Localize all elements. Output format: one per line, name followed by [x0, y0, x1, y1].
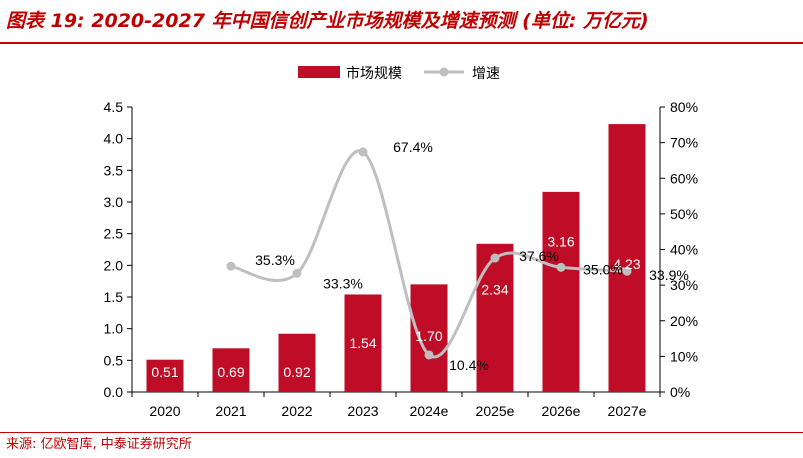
- bar-value-label: 0.92: [283, 364, 310, 380]
- bar: [410, 284, 448, 392]
- bar: [212, 348, 250, 392]
- x-tick-label: 2021: [215, 403, 246, 419]
- y-right-tick-label: 40%: [670, 242, 698, 258]
- bar-value-label: 3.16: [547, 233, 574, 249]
- y-left-tick-label: 4.5: [104, 99, 124, 115]
- line-series: [226, 147, 632, 360]
- y-right-tick-label: 80%: [670, 99, 698, 115]
- growth-value-label: 67.4%: [393, 139, 433, 155]
- growth-point: [226, 261, 236, 271]
- bar: [344, 294, 382, 392]
- bar-value-label: 1.54: [349, 335, 376, 351]
- growth-value-label: 35.3%: [255, 252, 295, 268]
- x-tick-label: 2023: [347, 403, 378, 419]
- x-tick-label: 2020: [149, 403, 180, 419]
- growth-line: [230, 149, 628, 359]
- y-left-tick-label: 3.5: [104, 162, 124, 178]
- growth-point: [292, 268, 302, 278]
- y-right-tick-label: 10%: [670, 348, 698, 364]
- growth-value-label: 35.0%: [583, 261, 623, 277]
- footer-divider: [0, 432, 803, 433]
- growth-value-label: 33.3%: [323, 275, 363, 291]
- bar: [608, 124, 646, 392]
- bar-value-label: 1.70: [415, 328, 442, 344]
- growth-value-label: 10.4%: [449, 357, 489, 373]
- data-labels: 0.51 0.69 0.92 1.54 1.70 2.34 3.16 4.23 35.3% 33.…: [151, 139, 688, 380]
- bar-series: [146, 124, 646, 392]
- legend-line-marker: [439, 67, 449, 77]
- growth-value-label: 33.9%: [649, 267, 689, 283]
- growth-point: [556, 262, 566, 272]
- y-left-tick-label: 1.0: [104, 321, 124, 337]
- growth-point: [358, 147, 368, 157]
- legend: 市场规模 增速: [298, 65, 500, 81]
- x-tick-label: 2026e: [542, 403, 581, 419]
- bar-value-label: 2.34: [481, 281, 508, 297]
- legend-line-label: 增速: [472, 65, 500, 81]
- x-tick-label: 2027e: [608, 403, 647, 419]
- legend-bar-swatch: [298, 66, 340, 78]
- chart-title: 图表 19: 2020-2027 年中国信创产业市场规模及增速预测 (单位: 万…: [6, 10, 649, 32]
- x-tick-label: 2024e: [410, 403, 449, 419]
- y-left-tick-label: 4.0: [104, 131, 124, 147]
- x-tick-label: 2022: [281, 403, 312, 419]
- bar: [542, 191, 580, 392]
- growth-value-label: 37.6%: [519, 248, 559, 264]
- y-left-tick-label: 1.5: [104, 289, 124, 305]
- x-tick-label: 2025e: [476, 403, 515, 419]
- growth-point: [490, 253, 500, 263]
- source-note: 来源: 亿欧智库, 中泰证券研究所: [6, 437, 192, 452]
- y-left-tick-label: 0.0: [104, 384, 124, 400]
- legend-bar-label: 市场规模: [346, 65, 402, 81]
- bar-value-label: 0.69: [217, 364, 244, 380]
- y-right-tick-label: 50%: [670, 206, 698, 222]
- bar: [278, 333, 316, 392]
- axes: 0.0 0.5 1.0 1.5 2.0 2.5 3.0 3.5 4.0 4.5 0% 10% 20% 30…: [104, 99, 699, 419]
- y-right-tick-label: 70%: [670, 135, 698, 151]
- bar-value-label: 0.51: [151, 364, 178, 380]
- y-right-tick-label: 60%: [670, 170, 698, 186]
- bar-value-label: 4.23: [613, 256, 640, 272]
- growth-point: [424, 350, 434, 360]
- bar: [146, 359, 184, 392]
- growth-point: [622, 266, 632, 276]
- y-left-tick-label: 3.0: [104, 194, 124, 210]
- y-right-tick-label: 20%: [670, 313, 698, 329]
- y-left-tick-label: 2.0: [104, 257, 124, 273]
- title-divider: [0, 42, 803, 44]
- bar: [476, 243, 514, 392]
- y-right-tick-label: 0%: [670, 384, 690, 400]
- y-left-tick-label: 2.5: [104, 226, 124, 242]
- y-right-tick-label: 30%: [670, 277, 698, 293]
- y-left-tick-label: 0.5: [104, 352, 124, 368]
